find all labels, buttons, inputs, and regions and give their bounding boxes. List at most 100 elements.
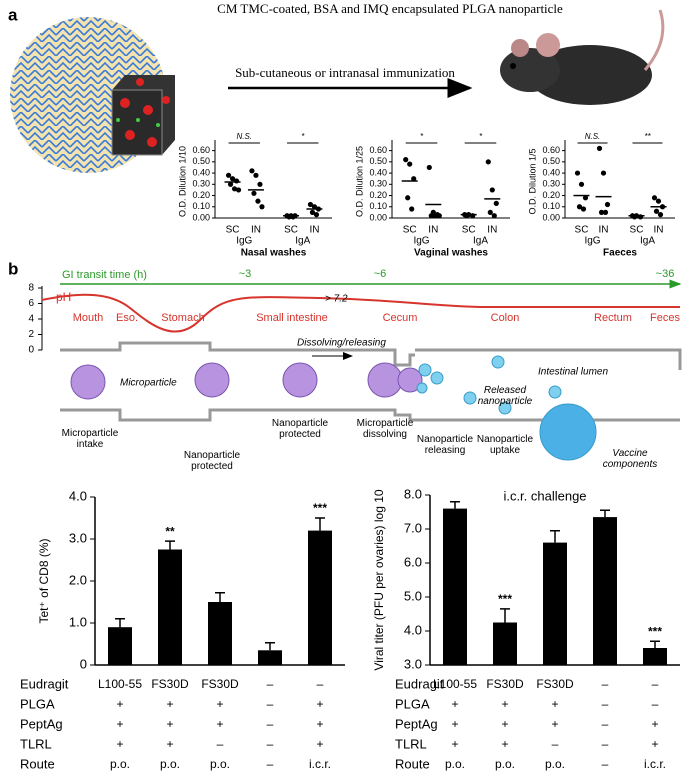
- y-tick-label: 7.0: [404, 520, 422, 535]
- dot: [576, 204, 583, 210]
- ph-tick-label: 2: [28, 329, 34, 340]
- y-tick-label: 0.00: [542, 212, 560, 222]
- dot: [249, 168, 255, 174]
- dot: [436, 213, 442, 219]
- dot: [651, 195, 658, 201]
- dot: [426, 164, 432, 171]
- table-cell: +: [451, 737, 458, 751]
- table-row-label: TLRL: [20, 736, 52, 751]
- title: CM TMC-coated, BSA and IMQ encapsulated …: [217, 1, 563, 16]
- dot: [432, 213, 438, 219]
- y-tick-label: 0.40: [542, 167, 560, 177]
- table-row-label: PeptAg: [20, 716, 63, 731]
- table-cell: –: [267, 677, 274, 691]
- y-tick-label: 0.10: [369, 201, 387, 211]
- table-cell: –: [317, 677, 324, 691]
- y-tick-label: 0.40: [369, 167, 387, 177]
- ph-tick-label: 8: [28, 283, 34, 294]
- group-label: IgG: [584, 236, 600, 247]
- table-row-label: Eudragit: [395, 676, 444, 691]
- y-tick-label: 0.20: [542, 190, 560, 200]
- vaccine-label: Vaccine components: [602, 448, 658, 470]
- dot: [491, 213, 497, 219]
- table-cell: +: [116, 697, 123, 711]
- ph-tick-label: 4: [28, 314, 34, 325]
- table-row-label: Eudragit: [20, 676, 69, 691]
- y-tick-label: 3.0: [404, 656, 422, 671]
- dot: [307, 201, 314, 208]
- table-cell: –: [652, 677, 659, 691]
- y-tick-label: 1.0: [69, 614, 87, 629]
- dot: [487, 209, 493, 215]
- table-cell: +: [166, 737, 173, 751]
- y-tick-label: 0.30: [369, 179, 387, 189]
- y-tick-label: 0.10: [192, 201, 210, 211]
- bar: [108, 627, 132, 665]
- y-tick-label: 0.20: [369, 190, 387, 200]
- group-label: IgG: [413, 236, 429, 247]
- region-label: Colon: [491, 312, 520, 324]
- dot: [309, 209, 316, 215]
- table-row-label: PLGA: [395, 696, 430, 711]
- gi-tube: [60, 341, 682, 422]
- table-cell: p.o.: [445, 757, 465, 771]
- x-tick-label: IN: [251, 225, 261, 236]
- y-tick-label: 0.30: [542, 179, 560, 189]
- sig-label: *: [420, 132, 424, 141]
- error-bar: [500, 608, 510, 623]
- table-cell: +: [651, 717, 658, 731]
- mouse: [500, 9, 665, 105]
- dot: [428, 213, 434, 219]
- dot: [596, 145, 603, 151]
- table-cell: +: [651, 737, 658, 751]
- table-cell: p.o.: [545, 757, 565, 771]
- x-tick-label: IN: [599, 225, 609, 236]
- dot: [653, 208, 660, 214]
- region-label: Stomach: [161, 312, 204, 324]
- dot: [582, 195, 589, 201]
- y-tick-label: 0: [80, 656, 87, 671]
- dot: [231, 186, 238, 192]
- y-tick-label: 0.00: [369, 212, 387, 222]
- bar: [308, 530, 332, 665]
- group-label: IgA: [295, 236, 310, 247]
- table-row-label: PeptAg: [395, 716, 438, 731]
- table-cell: +: [501, 737, 508, 751]
- sig-label: ***: [648, 624, 662, 638]
- x-tick-label: SC: [575, 225, 589, 236]
- released-label: Released nanoparticle: [477, 385, 533, 407]
- sig-label: **: [644, 132, 651, 141]
- dot: [580, 206, 587, 212]
- group-label: IgA: [473, 236, 488, 247]
- bar: [493, 622, 517, 665]
- y-tick-label: 0.20: [192, 190, 210, 200]
- y-tick-label: 3.0: [69, 530, 87, 545]
- microparticle-label: Microparticle: [120, 378, 177, 389]
- dissolving-label: Dissolving/releasing: [297, 338, 386, 349]
- y-tick-label: 0.50: [542, 156, 560, 166]
- step-label: Nanoparticle releasing: [416, 434, 474, 456]
- table-cell: +: [316, 697, 323, 711]
- table-cell: i.c.r.: [309, 757, 331, 771]
- group-label: IgA: [640, 236, 655, 247]
- table-cell: –: [652, 697, 659, 711]
- error-bar: [215, 592, 225, 602]
- lumen-label: Intestinal lumen: [538, 367, 608, 378]
- dot: [255, 198, 261, 204]
- table-cell: L100-55: [433, 677, 477, 691]
- error-bar: [550, 529, 560, 543]
- dot: [602, 209, 609, 215]
- y-tick-label: 0.60: [542, 145, 560, 155]
- table-cell: +: [501, 697, 508, 711]
- table-cell: +: [551, 697, 558, 711]
- table-cell: +: [551, 717, 558, 731]
- dot: [311, 204, 318, 210]
- y-tick-label: 6.0: [404, 554, 422, 569]
- nanoparticle-core: [111, 75, 175, 156]
- sig-label: ***: [498, 592, 512, 606]
- dot: [485, 159, 491, 165]
- table-cell: FS30D: [201, 677, 239, 691]
- panel-label: b: [8, 259, 18, 278]
- y-tick-label: 0.60: [369, 145, 387, 155]
